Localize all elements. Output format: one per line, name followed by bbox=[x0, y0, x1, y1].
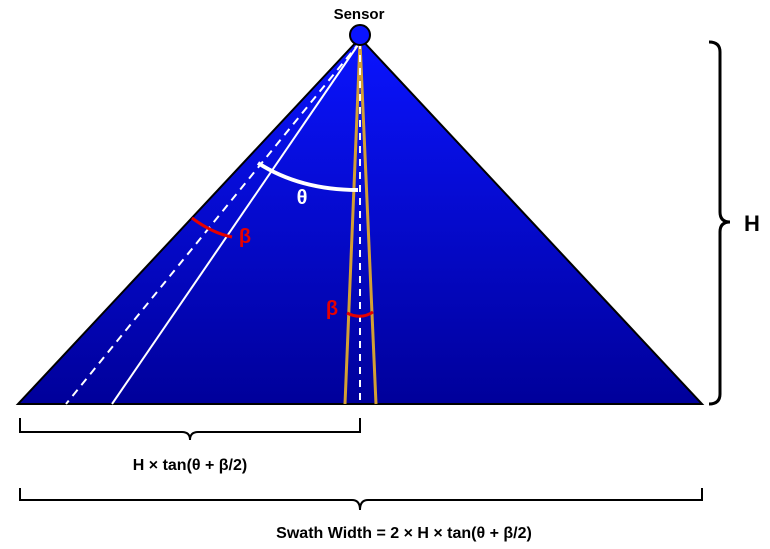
beta-angle-arc-left bbox=[191, 216, 233, 239]
sensor-label: Sensor bbox=[334, 6, 385, 23]
swath-width-bracket bbox=[19, 488, 703, 511]
off-nadir-beam-center-line bbox=[65, 41, 361, 405]
height-label: H bbox=[744, 211, 760, 236]
field-of-view-triangle bbox=[15, 36, 705, 405]
theta-angle-arc bbox=[256, 161, 359, 192]
theta-label: θ bbox=[297, 187, 308, 209]
half-swath-bracket bbox=[19, 418, 361, 441]
off-nadir-beam-edge-line bbox=[111, 41, 361, 405]
beta-label-center: β bbox=[326, 298, 338, 320]
nadir-beam-left-edge bbox=[343, 41, 362, 405]
nadir-beam-right-edge bbox=[358, 41, 378, 405]
beta-angle-arc-center bbox=[346, 310, 374, 318]
sensor-icon bbox=[349, 24, 371, 46]
half-swath-formula: H × tan(θ + β/2) bbox=[133, 457, 247, 474]
beta-label-left: β bbox=[239, 226, 251, 248]
height-bracket bbox=[708, 40, 731, 406]
swath-width-formula: Swath Width = 2 × H × tan(θ + β/2) bbox=[276, 525, 532, 542]
